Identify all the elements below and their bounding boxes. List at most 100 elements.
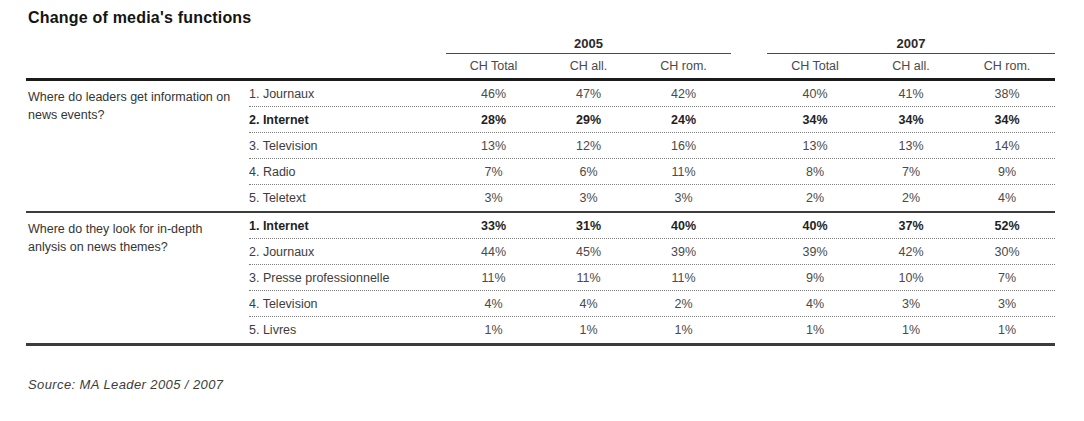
media-functions-table: 2005 2007 CH Total CH all. CH rom. CH To…	[26, 36, 1055, 346]
table-row: 4. Television 4% 4% 2% 4% 3% 3%	[249, 291, 1055, 317]
value-cell: 47%	[541, 87, 636, 101]
value-cell: 30%	[959, 245, 1055, 259]
value-cell: 3%	[446, 191, 541, 205]
value-cell: 37%	[863, 219, 959, 233]
value-cell: 40%	[636, 219, 731, 233]
value-cell: 7%	[863, 165, 959, 179]
media-label: 5. Livres	[249, 323, 446, 337]
column-header-row: CH Total CH all. CH rom. CH Total CH all…	[26, 54, 1055, 81]
column-header: CH all.	[863, 59, 959, 73]
table-row: 1. Journaux 46% 47% 42% 40% 41% 38%	[249, 81, 1055, 107]
value-cell: 24%	[636, 113, 731, 127]
value-cell: 12%	[541, 139, 636, 153]
question-group-2: Where do they look for in-depth anlysis …	[26, 213, 1055, 346]
value-cell: 3%	[863, 297, 959, 311]
value-cell: 4%	[446, 297, 541, 311]
value-cell: 2%	[636, 297, 731, 311]
year-header-2007: 2007	[767, 36, 1055, 54]
group-rows: 1. Journaux 46% 47% 42% 40% 41% 38% 2. I…	[249, 81, 1055, 211]
table-row: 2. Journaux 44% 45% 39% 39% 42% 30%	[249, 239, 1055, 265]
value-cell: 52%	[959, 219, 1055, 233]
value-cell: 29%	[541, 113, 636, 127]
value-cell: 13%	[863, 139, 959, 153]
table-row: 5. Teletext 3% 3% 3% 2% 2% 4%	[249, 185, 1055, 211]
value-cell: 42%	[863, 245, 959, 259]
value-cell: 13%	[767, 139, 863, 153]
table-row: 3. Presse professionnelle 11% 11% 11% 9%…	[249, 265, 1055, 291]
value-cell: 1%	[959, 323, 1055, 337]
value-cell: 1%	[541, 323, 636, 337]
value-cell: 2%	[767, 191, 863, 205]
value-cell: 1%	[767, 323, 863, 337]
column-header: CH rom.	[636, 59, 731, 73]
media-label: 5. Teletext	[249, 191, 446, 205]
value-cell: 7%	[959, 271, 1055, 285]
table-row: 4. Radio 7% 6% 11% 8% 7% 9%	[249, 159, 1055, 185]
question-label: Where do they look for in-depth anlysis …	[26, 213, 249, 343]
value-cell: 31%	[541, 219, 636, 233]
value-cell: 40%	[767, 87, 863, 101]
value-cell: 6%	[541, 165, 636, 179]
value-cell: 2%	[863, 191, 959, 205]
value-cell: 39%	[767, 245, 863, 259]
table-row: 2. Internet 28% 29% 24% 34% 34% 34%	[249, 107, 1055, 133]
media-label: 1. Journaux	[249, 87, 446, 101]
year-header-2005: 2005	[446, 36, 731, 54]
page-title: Change of media's functions	[28, 9, 1084, 27]
value-cell: 45%	[541, 245, 636, 259]
media-label: 1. Internet	[249, 219, 446, 233]
media-label: 4. Television	[249, 297, 446, 311]
value-cell: 28%	[446, 113, 541, 127]
value-cell: 39%	[636, 245, 731, 259]
media-label: 3. Presse professionnelle	[249, 271, 446, 285]
value-cell: 1%	[636, 323, 731, 337]
media-label: 4. Radio	[249, 165, 446, 179]
group-rows: 1. Internet 33% 31% 40% 40% 37% 52% 2. J…	[249, 213, 1055, 343]
table-row: 3. Television 13% 12% 16% 13% 13% 14%	[249, 133, 1055, 159]
value-cell: 4%	[959, 191, 1055, 205]
value-cell: 9%	[959, 165, 1055, 179]
value-cell: 9%	[767, 271, 863, 285]
value-cell: 34%	[959, 113, 1055, 127]
value-cell: 11%	[446, 271, 541, 285]
value-cell: 33%	[446, 219, 541, 233]
value-cell: 46%	[446, 87, 541, 101]
table-row: 1. Internet 33% 31% 40% 40% 37% 52%	[249, 213, 1055, 239]
value-cell: 1%	[863, 323, 959, 337]
source-note: Source: MA Leader 2005 / 2007	[28, 377, 1084, 392]
value-cell: 7%	[446, 165, 541, 179]
question-group-1: Where do leaders get information on news…	[26, 81, 1055, 213]
column-header: CH rom.	[959, 59, 1055, 73]
value-cell: 11%	[541, 271, 636, 285]
value-cell: 1%	[446, 323, 541, 337]
value-cell: 34%	[863, 113, 959, 127]
value-cell: 11%	[636, 165, 731, 179]
media-label: 2. Journaux	[249, 245, 446, 259]
value-cell: 10%	[863, 271, 959, 285]
value-cell: 34%	[767, 113, 863, 127]
value-cell: 13%	[446, 139, 541, 153]
value-cell: 3%	[959, 297, 1055, 311]
value-cell: 41%	[863, 87, 959, 101]
value-cell: 38%	[959, 87, 1055, 101]
question-label: Where do leaders get information on news…	[26, 81, 249, 211]
value-cell: 4%	[767, 297, 863, 311]
value-cell: 3%	[541, 191, 636, 205]
value-cell: 40%	[767, 219, 863, 233]
page: Change of media's functions 2005 2007 CH…	[0, 0, 1084, 392]
table-row: 5. Livres 1% 1% 1% 1% 1% 1%	[249, 317, 1055, 343]
value-cell: 44%	[446, 245, 541, 259]
column-header: CH Total	[767, 59, 863, 73]
value-cell: 14%	[959, 139, 1055, 153]
column-header: CH Total	[446, 59, 541, 73]
media-label: 2. Internet	[249, 113, 446, 127]
year-header-row: 2005 2007	[26, 36, 1055, 54]
media-label: 3. Television	[249, 139, 446, 153]
value-cell: 3%	[636, 191, 731, 205]
value-cell: 16%	[636, 139, 731, 153]
value-cell: 42%	[636, 87, 731, 101]
value-cell: 4%	[541, 297, 636, 311]
value-cell: 8%	[767, 165, 863, 179]
value-cell: 11%	[636, 271, 731, 285]
column-header: CH all.	[541, 59, 636, 73]
